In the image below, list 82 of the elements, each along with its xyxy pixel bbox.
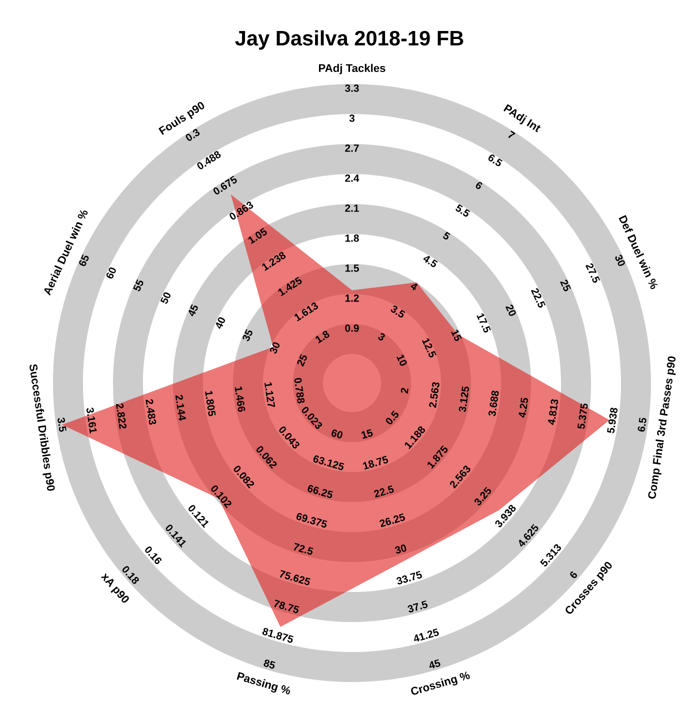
- text: 2.483: [146, 398, 156, 425]
- text: 3: [377, 332, 386, 342]
- text: 22.5: [373, 485, 394, 498]
- text: 40: [214, 316, 226, 330]
- text: 1.8: [314, 330, 330, 344]
- text: 1.127: [264, 382, 276, 408]
- text: 0.3: [184, 128, 200, 142]
- text: 30: [269, 341, 280, 354]
- text: 2.563: [428, 382, 440, 408]
- text: 1.805: [204, 390, 216, 416]
- text: 33.75: [396, 570, 422, 585]
- spoke-label: PAdj Tackles: [318, 64, 386, 74]
- text: 66.25: [306, 484, 334, 499]
- text: 25: [296, 354, 308, 367]
- text: 7: [507, 130, 516, 140]
- text: 3.5: [390, 304, 406, 318]
- text: 3.688: [488, 390, 500, 417]
- text: 1.5: [345, 264, 359, 272]
- text: 30: [614, 254, 626, 267]
- text: 0.9: [345, 324, 359, 332]
- text: 26.25: [379, 513, 406, 528]
- text: 15: [361, 428, 374, 439]
- chart-title: Jay Dasilva 2018-19 FB: [235, 30, 464, 50]
- text: 12.5: [422, 338, 437, 358]
- text: 69.375: [296, 512, 328, 528]
- text: 2.1: [345, 204, 359, 212]
- spoke-label: Successful Dribbles p90: [27, 364, 56, 492]
- text: 3.3: [345, 84, 359, 92]
- text: 2.7: [345, 144, 359, 152]
- text: 1.466: [234, 386, 246, 412]
- text: 5.938: [606, 407, 618, 434]
- text: 3.125: [458, 386, 470, 412]
- text: 5: [442, 232, 451, 240]
- text: 4.5: [422, 254, 438, 268]
- text: 0.5: [384, 410, 400, 426]
- text: 3: [349, 114, 355, 122]
- text: 1.2: [345, 294, 359, 302]
- text: 3.161: [86, 407, 98, 434]
- text: 65: [78, 254, 90, 267]
- text: 27.5: [585, 262, 600, 284]
- text: 4: [410, 282, 418, 291]
- text: 22.5: [530, 287, 546, 308]
- text: 2.822: [116, 403, 127, 430]
- text: 1.05: [248, 227, 268, 244]
- text: 10: [396, 354, 408, 367]
- text: 45: [428, 659, 441, 670]
- text: 50: [160, 292, 172, 304]
- text: 6: [474, 181, 484, 190]
- text: 30: [394, 544, 407, 554]
- text: 5.375: [577, 403, 588, 430]
- text: 25: [560, 278, 572, 292]
- text: 72.5: [292, 542, 314, 556]
- text: 4.813: [547, 398, 558, 426]
- text: 3.5: [57, 417, 67, 432]
- text: 37.5: [407, 600, 428, 613]
- text: 0.788: [294, 378, 305, 404]
- text: 60: [330, 428, 344, 439]
- text: 18.75: [362, 456, 389, 470]
- spoke-label: Comp Final 3rd Passes p90: [647, 356, 678, 500]
- text: 35: [242, 328, 254, 342]
- text: 20: [505, 304, 517, 317]
- text: 60: [106, 266, 117, 280]
- text: 2.4: [345, 174, 360, 182]
- text: 17.5: [476, 312, 492, 334]
- text: 5.5: [454, 204, 471, 218]
- text: 4.25: [518, 397, 528, 418]
- text: 2.144: [175, 394, 186, 421]
- text: 78.75: [273, 600, 300, 614]
- text: 6: [569, 570, 578, 580]
- text: 1.8: [345, 234, 359, 242]
- text: 6.5: [637, 417, 647, 432]
- text: 6.5: [487, 153, 504, 168]
- text: 75.625: [278, 570, 311, 586]
- text: 41.25: [412, 628, 440, 643]
- text: 15: [450, 329, 462, 342]
- text: 2: [400, 388, 408, 394]
- text: 81.875: [262, 627, 294, 644]
- text: 63.125: [312, 454, 345, 471]
- spoke-label: Crossing %: [410, 670, 471, 698]
- text: 55: [132, 278, 144, 292]
- text: 85: [263, 659, 276, 670]
- text: 45: [187, 304, 199, 318]
